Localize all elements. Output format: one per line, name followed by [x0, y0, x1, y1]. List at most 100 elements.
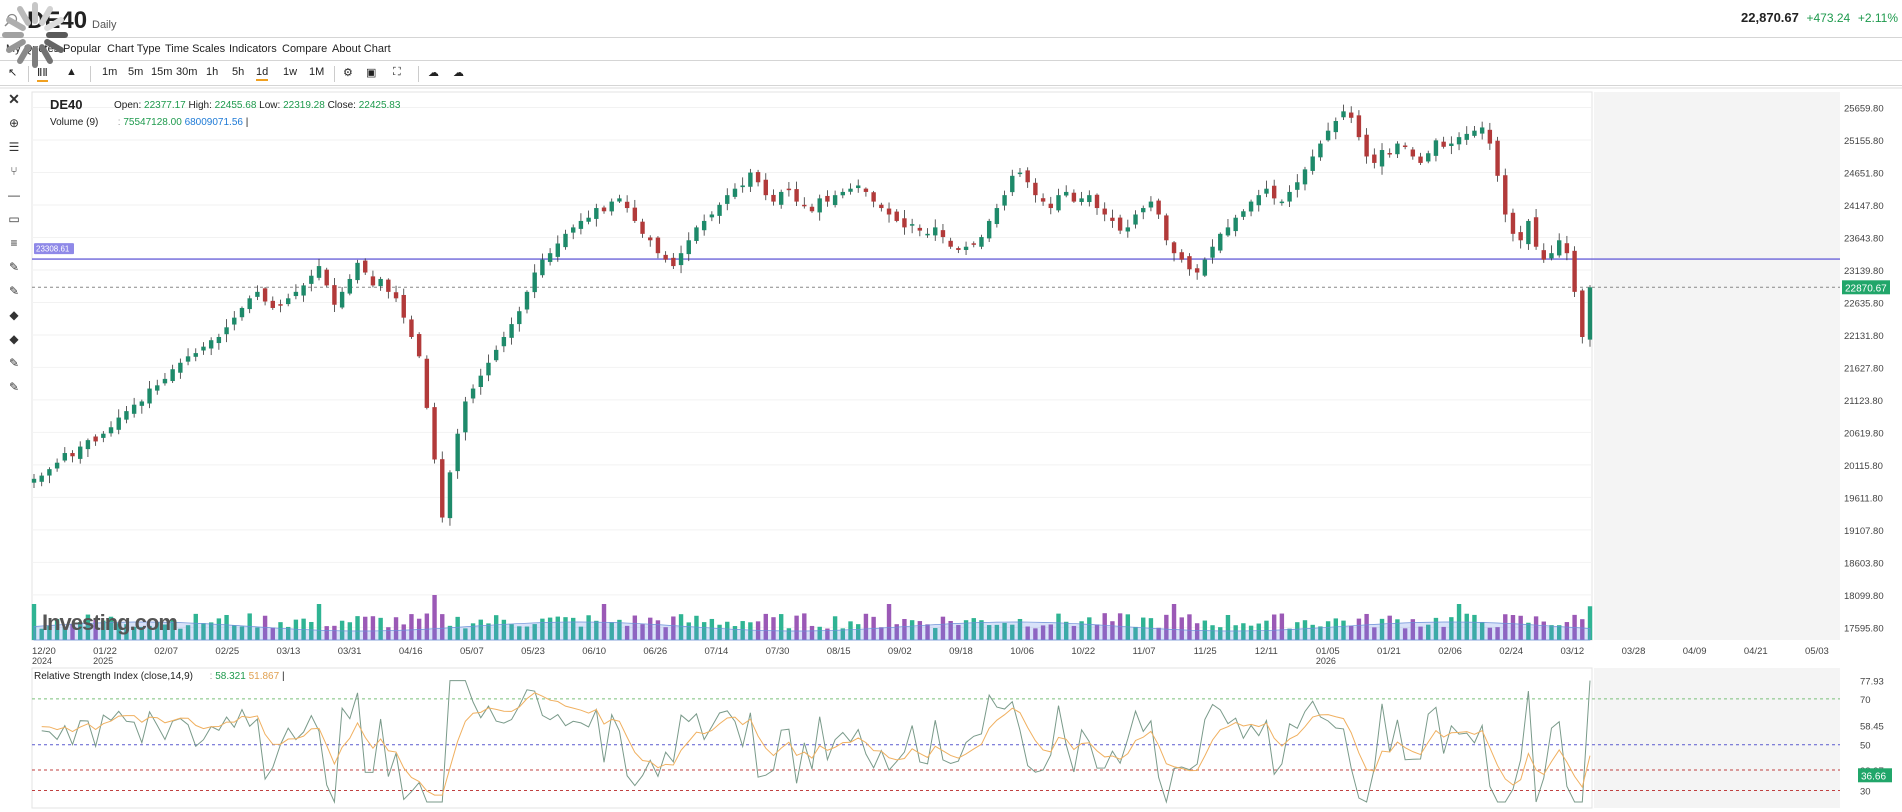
volume-bar	[717, 624, 722, 640]
timeframe-15m[interactable]: 15m	[151, 66, 173, 78]
volume-bar	[293, 619, 299, 640]
volume-bar	[586, 615, 591, 640]
timeframe-30m[interactable]: 30m	[176, 66, 198, 78]
timeframe-1m[interactable]: 1m	[102, 66, 118, 78]
menu-indicators[interactable]: Indicators	[229, 43, 277, 55]
marker-icon[interactable]: ◆	[9, 308, 19, 322]
menu-popular[interactable]: Popular	[63, 43, 101, 55]
menu-time-scales[interactable]: Time Scales	[165, 43, 226, 55]
candle-body	[432, 407, 437, 460]
rsi-value-2: 51.867	[248, 671, 280, 682]
volume-bar	[1271, 614, 1277, 640]
time-tick-label: 05/07	[460, 646, 484, 657]
close-value: 22425.83	[358, 100, 401, 111]
volume-bar	[540, 618, 545, 640]
volume-bar	[609, 622, 614, 640]
volume-bar	[524, 626, 530, 640]
candle-body	[1556, 240, 1562, 256]
volume-bar	[1025, 626, 1030, 640]
volume-bar	[1356, 618, 1362, 640]
candle-body	[232, 317, 237, 325]
toolbar-divider	[334, 66, 335, 82]
volume-bar	[994, 624, 1000, 640]
candle-body	[324, 269, 329, 286]
menu-chart-type[interactable]: Chart Type	[107, 43, 161, 55]
cloud-upload-icon[interactable]: ☁	[453, 67, 464, 79]
candle-body	[571, 227, 576, 233]
fullscreen-icon[interactable]: ⛶	[393, 66, 401, 78]
cloud-download-icon[interactable]: ☁	[428, 67, 439, 79]
candle-body	[1256, 195, 1261, 206]
candle-body	[786, 188, 792, 191]
crosshair-icon[interactable]: ⊕	[8, 116, 20, 130]
time-tick-label: 12/11	[1255, 646, 1278, 657]
candle-body	[501, 336, 507, 347]
volume-bar	[1256, 623, 1261, 640]
time-tick-year: 2025	[93, 656, 113, 666]
volume-bar	[856, 624, 861, 640]
fib-icon[interactable]: ☰	[8, 140, 20, 154]
camera-icon[interactable]: ▣	[366, 67, 377, 79]
volume-bar	[1048, 624, 1053, 640]
volume-bar	[1087, 617, 1092, 640]
volume-bar	[763, 613, 768, 640]
volume-ma-area	[33, 621, 1591, 641]
volume-bar	[802, 613, 807, 640]
candle-body	[1164, 215, 1169, 241]
channel-icon[interactable]: ≡	[10, 236, 18, 250]
volume-bar	[147, 625, 152, 640]
volume-bar	[31, 604, 37, 640]
candle-body	[832, 195, 838, 206]
low-label: Low:	[259, 100, 281, 111]
cursor-icon[interactable]: ↖	[8, 67, 18, 79]
candle-body	[1094, 194, 1100, 209]
rectangle-icon[interactable]: ▭	[8, 212, 20, 226]
mountain-icon[interactable]: ▲	[66, 66, 77, 78]
toolbar-divider	[28, 66, 29, 82]
volume-bar	[617, 619, 622, 640]
measure-icon[interactable]: ✎	[8, 356, 20, 370]
last-price-marker-label: 22870.67	[1845, 283, 1887, 294]
candle-body	[301, 285, 306, 296]
brush-icon[interactable]: ✎	[8, 260, 20, 274]
volume-bar	[470, 623, 476, 640]
menu-about-chart[interactable]: About Chart	[332, 43, 391, 55]
candles-icon[interactable]: ⅡⅡ	[37, 66, 48, 82]
time-tick-label: 09/02	[888, 646, 912, 657]
timeframe-1w[interactable]: 1w	[283, 66, 298, 78]
timeframe-1h[interactable]: 1h	[206, 66, 219, 78]
timeframe-5h[interactable]: 5h	[232, 66, 245, 78]
volume-bar	[1287, 628, 1292, 640]
timeframe-1d[interactable]: 1d	[256, 66, 269, 81]
volume-bar	[963, 620, 969, 640]
candle-body	[1125, 227, 1131, 232]
volume-bar	[247, 613, 252, 640]
time-tick-label: 03/12	[1560, 646, 1584, 657]
candle-body	[1533, 217, 1539, 247]
candle-body	[640, 221, 645, 234]
menu-my-quotes[interactable]: My Quotes	[6, 43, 60, 55]
timeframe-5m[interactable]: 5m	[128, 66, 144, 78]
close-icon[interactable]: ✕	[8, 91, 20, 107]
hline-marker-label: 23308.61	[36, 245, 70, 254]
candle-body	[1071, 192, 1077, 202]
arrow-icon[interactable]: ◆	[9, 332, 19, 346]
pitchfork-icon[interactable]: ⑂	[10, 164, 18, 178]
volume-bar	[1302, 620, 1308, 640]
zoom-icon[interactable]: ✎	[8, 380, 20, 394]
volume-bar	[393, 617, 399, 640]
text-icon[interactable]: ✎	[8, 284, 20, 298]
gear-icon[interactable]: ⚙	[343, 67, 353, 79]
volume-bar	[440, 614, 445, 640]
candle-body	[909, 224, 915, 226]
volume-bar	[1241, 623, 1246, 640]
candle-body	[1426, 153, 1431, 162]
line-icon[interactable]: —	[8, 188, 20, 202]
timeframe-1M[interactable]: 1M	[309, 66, 325, 78]
menu-compare[interactable]: Compare	[282, 43, 328, 55]
volume-bar	[840, 628, 846, 640]
volume-bar	[1164, 614, 1169, 640]
search-icon[interactable]	[4, 13, 18, 27]
